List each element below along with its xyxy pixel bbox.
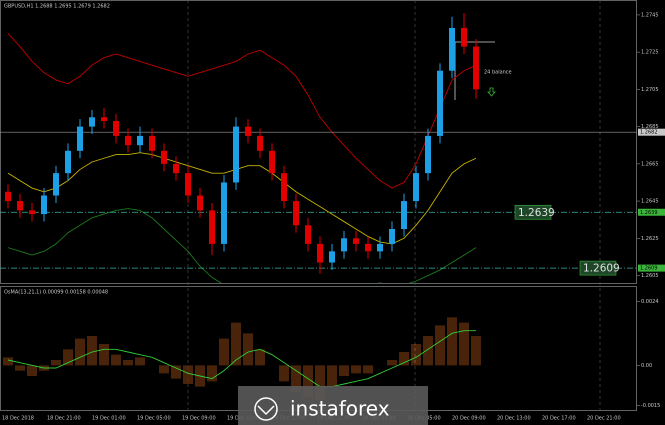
candle-body bbox=[137, 135, 143, 146]
y-tick-label: 1.2745 bbox=[641, 12, 659, 18]
candle-body bbox=[269, 150, 275, 174]
current-price-label: 1.2682 bbox=[640, 130, 658, 136]
watermark-text: instaforex bbox=[290, 397, 390, 421]
candle-body bbox=[185, 173, 191, 196]
level-axis-box bbox=[638, 208, 665, 216]
band-line bbox=[7, 152, 477, 245]
candle-body bbox=[353, 238, 359, 244]
day-separators bbox=[187, 0, 601, 410]
candle-body bbox=[425, 135, 431, 174]
y-tick-label: 1.2665 bbox=[641, 161, 659, 167]
candle-body bbox=[461, 27, 467, 47]
candle-body bbox=[17, 201, 23, 211]
candle-body bbox=[29, 210, 35, 215]
candle-body bbox=[221, 182, 227, 244]
candle-body bbox=[197, 195, 203, 211]
level-box bbox=[579, 260, 617, 276]
osc-tick-label: -0.0015 bbox=[641, 403, 660, 409]
candle-body bbox=[89, 117, 95, 127]
x-tick-label: 18 Dec 21:00 bbox=[47, 416, 81, 422]
candle-body bbox=[305, 225, 311, 244]
x-tick-label: 20 Dec 21:00 bbox=[587, 416, 621, 422]
osc-signal-line bbox=[7, 330, 476, 388]
y-tick-label: 1.2705 bbox=[641, 87, 659, 93]
candle-body bbox=[41, 195, 47, 215]
x-tick-label: 20 Dec 17:00 bbox=[542, 416, 576, 422]
candle-body bbox=[317, 243, 323, 263]
candle-body bbox=[413, 173, 419, 202]
candle-body bbox=[389, 229, 395, 244]
candle-body bbox=[113, 121, 119, 136]
x-tick-label: 19 Dec 01:00 bbox=[92, 416, 126, 422]
candle-body bbox=[65, 150, 71, 174]
candle-body bbox=[161, 150, 167, 164]
osc-tick-label: 0.0024 bbox=[641, 299, 659, 305]
candle-body bbox=[281, 173, 287, 202]
candle-body bbox=[125, 135, 131, 146]
x-tick-label: 19 Dec 09:00 bbox=[182, 416, 216, 422]
annotation: 24 balance bbox=[484, 70, 512, 76]
oscillator-title: OsMA(13,21,1) 0.00099 0.00158 0.00048 bbox=[4, 290, 108, 296]
level-axis-label: 1.2639 bbox=[640, 210, 658, 216]
candle-body bbox=[401, 201, 407, 230]
level-label: 1.2639 bbox=[518, 207, 555, 219]
candle-body bbox=[53, 173, 59, 196]
y-tick-label: 1.2645 bbox=[641, 199, 659, 205]
oscillator-pane bbox=[3, 317, 481, 400]
watermark: instaforex bbox=[238, 386, 428, 425]
y-tick-label: 1.2625 bbox=[641, 236, 659, 242]
price-pane bbox=[0, 13, 637, 283]
candle-body bbox=[233, 126, 239, 183]
chart-title: GBPUSD,H1 1.2688 1.2695 1.2679 1.2682 bbox=[4, 4, 110, 10]
candle-body bbox=[245, 126, 251, 136]
candle-body bbox=[341, 238, 347, 252]
candle-body bbox=[101, 117, 107, 122]
x-tick-label: 20 Dec 09:00 bbox=[452, 416, 486, 422]
y-tick-label: 1.2685 bbox=[641, 124, 659, 130]
band-line bbox=[7, 208, 477, 283]
level-label: 1.2609 bbox=[583, 263, 620, 275]
candle-body bbox=[293, 201, 299, 226]
band-line bbox=[7, 33, 477, 189]
current-price-box bbox=[638, 128, 665, 136]
candle-body bbox=[149, 135, 155, 151]
candle-body bbox=[257, 135, 263, 151]
candle-body bbox=[329, 251, 335, 263]
y-tick-label: 1.2605 bbox=[641, 273, 659, 279]
candle-body bbox=[377, 243, 383, 252]
candle-body bbox=[437, 70, 443, 136]
osc-tick-label: 0.00 bbox=[641, 363, 652, 369]
candle-body bbox=[5, 191, 11, 202]
candle-body bbox=[209, 210, 215, 244]
x-tick-label: 18 Dec 2018 bbox=[2, 416, 34, 422]
candle-body bbox=[77, 126, 83, 151]
candle-body bbox=[449, 27, 455, 71]
candle-body bbox=[173, 163, 179, 174]
x-tick-label: 20 Dec 13:00 bbox=[497, 416, 531, 422]
candle-body bbox=[473, 46, 479, 90]
down-arrow bbox=[487, 87, 496, 97]
level-axis-label: 1.2609 bbox=[640, 266, 658, 272]
level-box bbox=[514, 204, 552, 220]
y-tick-label: 1.2725 bbox=[641, 50, 659, 56]
candle-body bbox=[365, 243, 371, 252]
x-tick-label: 19 Dec 05:00 bbox=[137, 416, 171, 422]
level-axis-box bbox=[638, 264, 665, 272]
